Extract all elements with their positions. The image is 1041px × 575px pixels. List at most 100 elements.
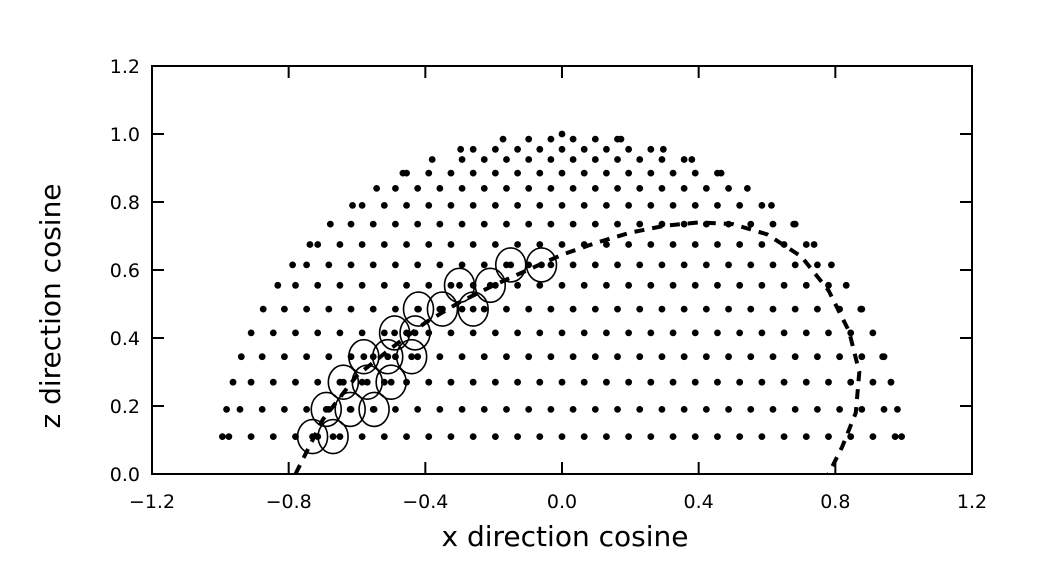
sample-dot [547, 156, 555, 163]
sample-dot [447, 281, 455, 289]
sample-dot [802, 378, 810, 386]
sample-dot [558, 241, 566, 248]
sample-dot [743, 185, 751, 192]
highlight-center-dot [346, 406, 354, 413]
sample-dot [780, 378, 788, 386]
x-tick-label: 1.2 [957, 491, 987, 513]
sample-dot [680, 185, 688, 192]
sample-dot [219, 433, 226, 440]
sample-dot [758, 329, 766, 337]
sample-dot [447, 329, 455, 337]
sample-dot [680, 261, 688, 269]
sample-dot [436, 406, 444, 413]
sample-dot [669, 433, 677, 440]
sample-dot [458, 353, 466, 361]
sample-dot [625, 378, 633, 386]
sample-dot [336, 241, 344, 248]
sample-dot [425, 281, 433, 289]
sample-dot [480, 353, 488, 361]
sample-dot [869, 329, 877, 337]
sample-dot [399, 169, 407, 177]
sample-dot [625, 433, 633, 440]
highlight-circle [296, 418, 329, 455]
sample-dot [558, 378, 566, 386]
sample-dot [425, 378, 433, 386]
sample-dot [306, 241, 314, 248]
sample-dot [325, 305, 333, 313]
sample-dot [303, 305, 311, 313]
sample-dot [280, 406, 288, 413]
sample-dot [336, 329, 344, 337]
highlight-circle [371, 338, 404, 375]
sample-dot [425, 433, 433, 440]
sample-dot [714, 281, 721, 289]
sample-dot [558, 130, 566, 138]
sample-dot [289, 261, 296, 269]
sample-dot [369, 261, 377, 269]
sample-dot [813, 353, 821, 361]
sample-dot [591, 305, 599, 313]
sample-dot [658, 261, 666, 269]
sample-dot [691, 241, 699, 248]
sample-dot [414, 220, 422, 228]
sample-dot [269, 329, 277, 337]
sample-dot [392, 406, 399, 413]
sample-dot [591, 185, 599, 192]
sample-dot [480, 305, 488, 313]
sample-dot [491, 202, 499, 209]
sample-dot [717, 169, 725, 177]
sample-dot [591, 220, 599, 228]
sample-dot [237, 353, 245, 361]
sample-dot [547, 135, 555, 143]
sample-dot [647, 241, 655, 248]
sample-dot [403, 241, 410, 248]
sample-dot [414, 261, 422, 269]
sample-dot [314, 378, 322, 386]
sample-dot [669, 169, 677, 177]
sample-dot [347, 261, 355, 269]
highlight-circle [525, 247, 558, 283]
sample-dot [747, 261, 755, 269]
sample-dot [525, 406, 533, 413]
y-tick-label: 0.0 [110, 464, 140, 486]
sample-dot [525, 156, 533, 163]
highlight-center-dot [387, 378, 395, 386]
sample-dot [702, 353, 710, 361]
sample-dot [503, 156, 510, 163]
sample-dot [758, 433, 766, 440]
sample-dot [647, 145, 655, 153]
sample-dot [358, 202, 366, 209]
sample-dot [547, 305, 555, 313]
sample-dot [547, 353, 555, 361]
sample-dot [347, 305, 355, 313]
sample-dot [769, 353, 777, 361]
sample-dot [669, 281, 677, 289]
sample-dot [614, 156, 621, 163]
sample-dot [536, 202, 544, 209]
sample-dot [436, 185, 444, 192]
sample-dot [880, 406, 888, 413]
sample-dot [580, 329, 588, 337]
sample-dot [358, 241, 366, 248]
sample-dot [358, 433, 366, 440]
sample-dot [603, 169, 610, 177]
highlight-circles [296, 247, 558, 455]
sample-dot [780, 329, 788, 337]
sample-dot [669, 329, 677, 337]
sample-dot [580, 281, 588, 289]
sample-dot [325, 353, 333, 361]
x-tick-label: 0.8 [820, 491, 850, 513]
sample-dot [503, 353, 510, 361]
sample-dot [614, 406, 621, 413]
sample-dot [680, 353, 688, 361]
sample-dot [758, 378, 766, 386]
sample-dot [736, 241, 744, 248]
sample-dot [603, 145, 610, 153]
sample-dot [425, 202, 433, 209]
sample-dot [869, 433, 877, 440]
sample-dot [469, 378, 477, 386]
sample-dot [414, 185, 422, 192]
sample-dot [525, 185, 533, 192]
sample-dot [869, 378, 877, 386]
sample-dot [603, 241, 610, 248]
